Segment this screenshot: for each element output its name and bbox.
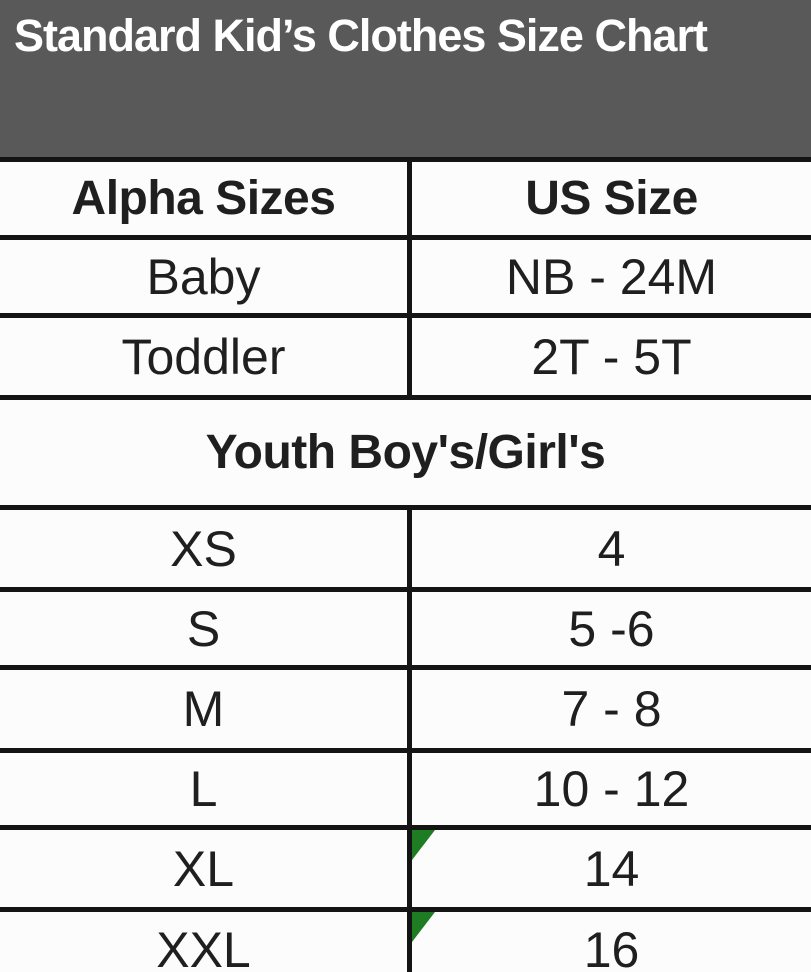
column-header-alpha-sizes: Alpha Sizes	[0, 162, 412, 235]
error-indicator-triangle-icon	[412, 830, 435, 860]
size-table: Alpha Sizes US Size Baby NB - 24M Toddle…	[0, 157, 811, 972]
cell-alpha-m: M	[0, 670, 412, 748]
cell-us-xxl-value: 16	[583, 921, 640, 972]
section-header-youth-boys-girls: Youth Boy's/Girl's	[205, 425, 606, 479]
cell-alpha-xs: XS	[0, 510, 412, 587]
cell-alpha-xl: XL	[0, 830, 412, 907]
table-row-xs: XS 4	[0, 505, 811, 587]
table-header-row: Alpha Sizes US Size	[0, 157, 811, 235]
chart-title-bar: Standard Kid’s Clothes Size Chart	[0, 0, 811, 157]
cell-alpha-s: S	[0, 592, 412, 665]
cell-alpha-toddler: Toddler	[0, 318, 412, 395]
table-row-s: S 5 -6	[0, 587, 811, 665]
cell-us-l: 10 - 12	[533, 761, 690, 817]
error-indicator-triangle-icon	[412, 912, 435, 942]
chart-title: Standard Kid’s Clothes Size Chart	[14, 10, 708, 61]
cell-us-xl: 14	[412, 830, 811, 907]
cell-us-xl-value: 14	[583, 840, 640, 897]
column-header-us-size: US Size	[525, 171, 698, 225]
section-header-row-youth: Youth Boy's/Girl's	[0, 395, 811, 505]
table-row-m: M 7 - 8	[0, 665, 811, 748]
cell-us-toddler: 2T - 5T	[531, 328, 692, 385]
table-row-baby: Baby NB - 24M	[0, 235, 811, 313]
cell-alpha-baby: Baby	[0, 240, 412, 313]
cell-us-s: 5 -6	[568, 600, 655, 657]
cell-us-m: 7 - 8	[561, 681, 662, 737]
table-row-xl: XL 14	[0, 825, 811, 907]
cell-alpha-l: L	[0, 753, 412, 825]
table-row-toddler: Toddler 2T - 5T	[0, 313, 811, 395]
cell-alpha-xxl: XXL	[0, 912, 412, 972]
cell-us-xxl: 16	[412, 912, 811, 972]
table-row-xxl: XXL 16	[0, 907, 811, 972]
cell-us-baby: NB - 24M	[505, 248, 718, 305]
cell-us-xs: 4	[597, 520, 626, 577]
table-row-l: L 10 - 12	[0, 748, 811, 825]
